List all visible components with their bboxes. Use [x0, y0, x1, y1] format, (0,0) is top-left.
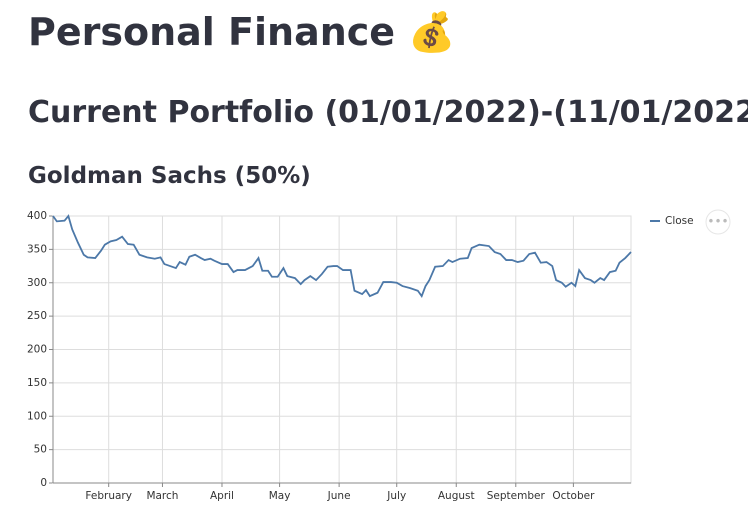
x-tick-label: October	[552, 490, 595, 502]
x-tick-label: March	[146, 490, 178, 502]
y-tick-label: 200	[27, 344, 47, 356]
x-tick-label: April	[210, 490, 234, 502]
x-tick-label: February	[85, 490, 132, 502]
y-tick-label: 300	[27, 277, 47, 289]
y-tick-label: 0	[40, 477, 47, 489]
y-tick-label: 400	[27, 210, 47, 222]
x-tick-label: May	[269, 490, 291, 502]
x-tick-label: September	[487, 490, 546, 502]
line	[52, 214, 632, 298]
section-title: Goldman Sachs (50%)	[28, 163, 311, 189]
legend-label: Close	[665, 215, 694, 227]
menu-icon[interactable]: •••	[707, 215, 728, 229]
menu-button[interactable]	[705, 209, 731, 235]
y-tick-label: 50	[34, 444, 47, 456]
y-tick-label: 350	[27, 243, 47, 255]
y-tick-label: 100	[27, 410, 47, 422]
x-tick-label: July	[386, 490, 406, 502]
x-tick-label: June	[327, 490, 351, 502]
y-tick-label: 150	[27, 377, 47, 389]
x-tick-label: August	[438, 490, 475, 502]
subtitle: Current Portfolio (01/01/2022)-(11/01/20…	[28, 95, 748, 130]
y-tick-label: 250	[27, 310, 47, 322]
page-title: Personal Finance 💰	[28, 10, 456, 54]
